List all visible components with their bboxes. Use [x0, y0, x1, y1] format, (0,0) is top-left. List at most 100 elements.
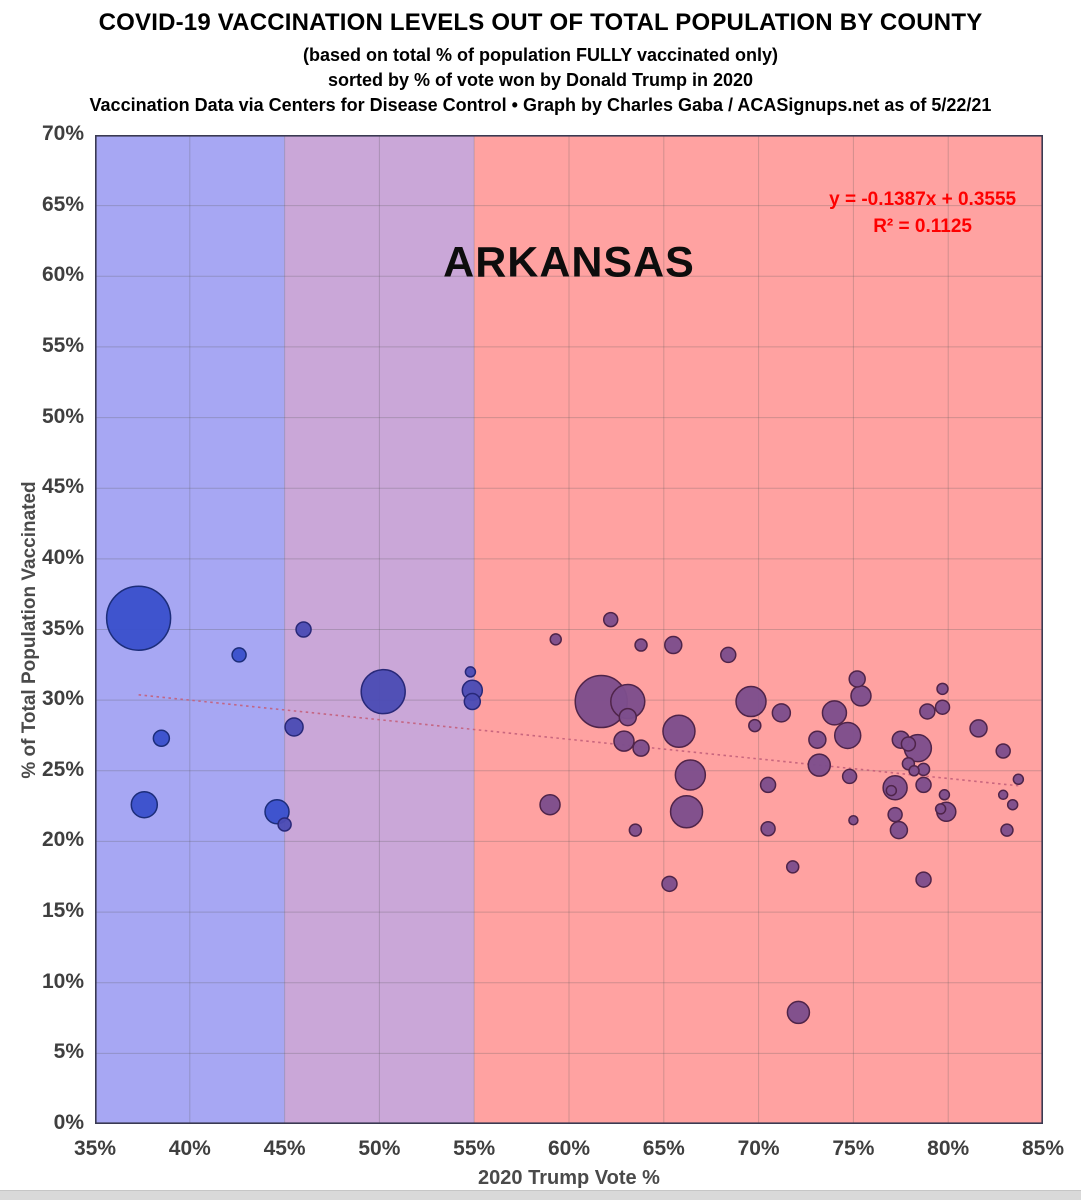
county-bubble: [885, 784, 898, 797]
county-bubble: [231, 647, 247, 663]
county-bubble: [463, 692, 482, 711]
trend-equation: y = -0.1387x + 0.3555: [829, 189, 1017, 210]
county-bubble: [360, 668, 406, 715]
county-bubble: [833, 721, 862, 750]
county-bubble: [850, 685, 872, 707]
trend-stats: y = -0.1387x + 0.3555 R² = 0.1125: [829, 186, 1016, 240]
band-swing: [284, 135, 475, 1124]
county-bubble: [152, 729, 171, 748]
county-bubble: [632, 739, 650, 757]
county-bubble: [995, 743, 1011, 759]
county-bubble: [934, 803, 947, 815]
x-tick-label: 55%: [453, 1137, 496, 1160]
y-tick-label: 10%: [41, 969, 84, 993]
x-tick-label: 75%: [832, 1137, 875, 1160]
y-tick-label: 30%: [41, 687, 84, 711]
y-tick-label: 65%: [41, 192, 84, 216]
page-title: COVID-19 VACCINATION LEVELS OUT OF TOTAL…: [98, 9, 983, 36]
x-tick-label: 70%: [737, 1137, 780, 1160]
y-tick-label: 20%: [41, 828, 84, 852]
county-bubble: [848, 814, 859, 826]
county-bubble: [887, 806, 903, 823]
county-bubble: [662, 714, 696, 748]
county-bubble: [759, 776, 777, 794]
x-tick-label: 40%: [168, 1137, 211, 1160]
county-bubble: [760, 820, 776, 837]
county-bubble: [915, 871, 932, 888]
y-tick-label: 15%: [41, 899, 84, 923]
county-bubble: [771, 703, 792, 723]
county-bubble: [969, 719, 988, 738]
county-bubble: [549, 633, 562, 646]
county-bubble: [628, 823, 643, 837]
county-bubble: [786, 1000, 811, 1025]
x-axis-title: 2020 Trump Vote %: [478, 1167, 660, 1189]
y-tick-label: 0%: [53, 1111, 84, 1134]
county-bubble: [919, 703, 936, 720]
x-tick-label: 80%: [927, 1137, 970, 1160]
x-tick-label: 45%: [263, 1137, 306, 1160]
x-tick-label: 85%: [1021, 1137, 1065, 1160]
county-bubble: [848, 670, 866, 688]
y-tick-label: 5%: [53, 1040, 84, 1064]
y-tick-label: 45%: [41, 475, 84, 499]
county-bubble: [130, 790, 159, 819]
county-bubble: [915, 776, 932, 794]
y-tick-label: 25%: [41, 757, 84, 781]
county-bubble: [664, 635, 683, 655]
x-tick-label: 35%: [73, 1137, 117, 1160]
county-bubble: [1012, 773, 1025, 786]
county-bubble: [295, 621, 312, 638]
band-red-lean: [474, 135, 1043, 1124]
county-bubble: [618, 707, 638, 727]
county-bubble: [821, 700, 848, 726]
y-tick-label: 35%: [41, 616, 84, 640]
county-bubble: [785, 860, 800, 874]
y-tick-label: 50%: [41, 404, 84, 428]
state-label: ARKANSAS: [443, 238, 695, 287]
title-block: COVID-19 VACCINATION LEVELS OUT OF TOTAL…: [0, 9, 1081, 118]
county-bubble: [900, 736, 917, 752]
county-bubble: [105, 585, 172, 651]
plot-area: ARKANSAS y = -0.1387x + 0.3555 R² = 0.11…: [95, 135, 1043, 1124]
subtitle-fully-vaccinated: (based on total % of population FULLY va…: [302, 45, 779, 65]
county-bubble: [938, 789, 951, 801]
county-bubble: [934, 699, 951, 715]
county-bubble: [936, 682, 949, 696]
x-tick-label: 50%: [358, 1137, 401, 1160]
plot-border: [95, 135, 1043, 1124]
trend-r-squared: R² = 0.1125: [873, 216, 972, 237]
subtitle-sorted-by: sorted by % of vote won by Donald Trump …: [327, 70, 754, 90]
county-bubble: [1000, 823, 1014, 837]
county-bubble: [735, 685, 767, 718]
y-tick-label: 60%: [41, 263, 84, 287]
x-tick-label: 65%: [642, 1137, 685, 1160]
chart-svg: [95, 135, 1043, 1124]
county-bubble: [284, 717, 304, 737]
county-bubble: [808, 730, 827, 749]
county-bubble: [720, 646, 737, 664]
county-bubble: [277, 817, 292, 832]
county-bubble: [841, 768, 858, 785]
y-tick-label: 40%: [41, 545, 84, 569]
subtitle-data-source: Vaccination Data via Centers for Disease…: [89, 95, 992, 115]
county-bubble: [634, 638, 648, 652]
x-axis-ticks: 35% 40% 45% 50% 55% 60% 65% 70% 75% 80% 85%: [74, 1137, 1064, 1165]
county-bubble: [669, 795, 704, 829]
county-bubble: [661, 875, 678, 893]
county-bubble: [997, 789, 1009, 801]
county-bubble: [807, 753, 832, 777]
county-bubble: [908, 765, 920, 777]
county-bubble: [674, 759, 707, 791]
y-axis-ticks: 0% 5% 10% 15% 20% 25% 30% 35% 40% 45% 50% 55% 60% 65%…: [0, 122, 86, 1134]
county-bubble: [889, 820, 909, 840]
county-bubble: [1006, 798, 1019, 811]
y-tick-label: 55%: [41, 333, 84, 357]
county-bubble: [464, 666, 477, 678]
county-bubble: [748, 718, 762, 733]
county-bubble: [613, 730, 635, 752]
county-bubble: [539, 793, 561, 816]
county-bubble: [602, 611, 619, 628]
x-tick-label: 60%: [547, 1137, 591, 1160]
